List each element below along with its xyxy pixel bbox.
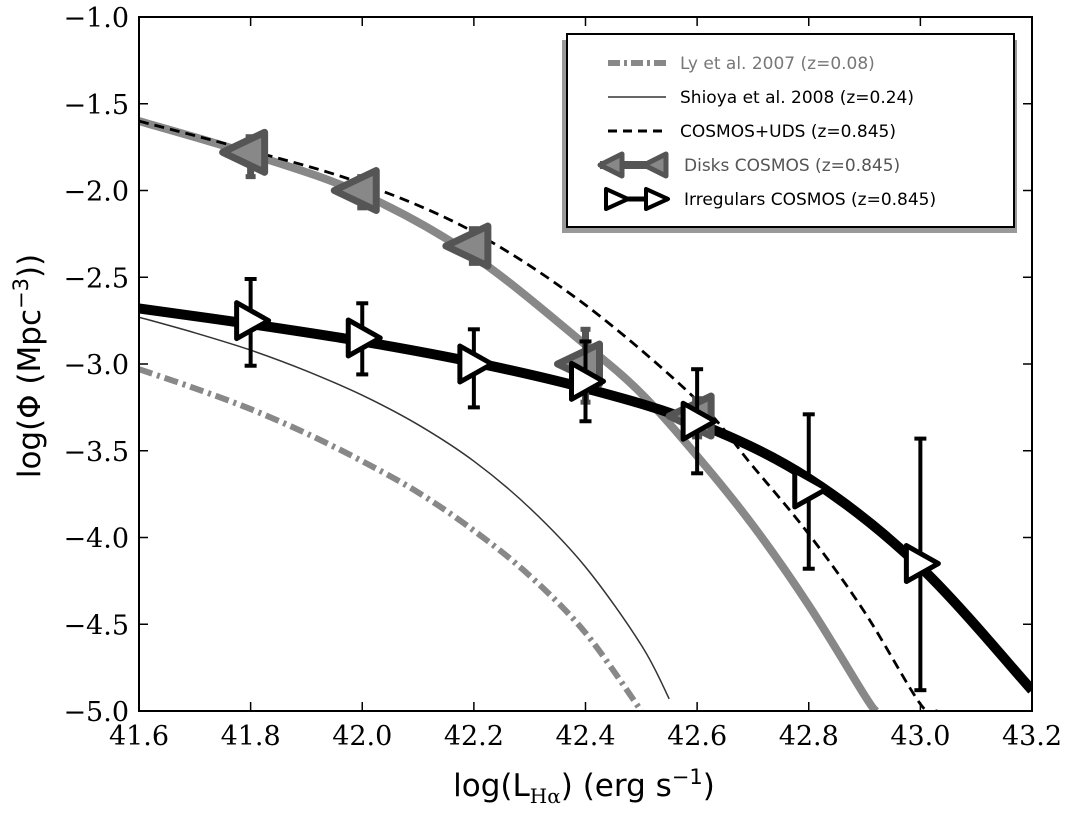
legend-swatch-irregulars-marker-left (604, 187, 630, 211)
curves-layer (139, 117, 1032, 711)
curve-cosmos-uds (139, 119, 938, 711)
disks-point (330, 167, 380, 214)
y-tick-label: −4.0 (63, 524, 129, 555)
y-axis-title-sup: −3 (9, 278, 33, 309)
y-tick-label: −2.5 (63, 263, 129, 294)
x-axis-title-end: ) (703, 768, 715, 804)
points-layer (219, 128, 941, 693)
irregulars-point (345, 317, 383, 359)
x-tick-label: 42.6 (667, 721, 727, 752)
irregulars-point (457, 343, 495, 385)
irregulars-point (903, 543, 941, 585)
curve-shioya2008 (139, 316, 670, 700)
y-tick-label: −2.0 (63, 177, 129, 208)
x-axis-title-sub: Hα (530, 784, 561, 808)
curve-irregulars-fit (139, 303, 1032, 694)
y-axis-title-prefix: log(Φ (Mpc (12, 309, 48, 478)
y-tick-label: −3.0 (63, 350, 129, 381)
irregulars-point (680, 400, 718, 442)
legend: Ly et al. 2007 (z=0.08) Shioya et al. 20… (562, 33, 1017, 233)
disks-point (219, 128, 269, 176)
x-tick-label: 43.2 (1002, 721, 1062, 752)
y-tick-label: −3.5 (63, 437, 129, 468)
x-tick-label: 42.4 (555, 721, 615, 752)
legend-swatch-irregulars-marker-right (644, 187, 670, 211)
x-axis-title-sup: −1 (672, 765, 703, 789)
legend-label-disks: Disks COSMOS (z=0.845) (684, 156, 900, 176)
x-tick-label: 43.0 (890, 721, 950, 752)
y-tick-label: −1.5 (63, 90, 129, 121)
y-tick-label: −4.5 (63, 610, 129, 641)
legend-label-cosmos-uds: COSMOS+UDS (z=0.845) (680, 122, 896, 142)
legend-swatch-disks-marker-right (641, 151, 669, 179)
x-tick-label: 42.2 (444, 721, 504, 752)
x-tick-label: 41.6 (109, 721, 169, 752)
disks-point (442, 222, 492, 270)
legend-label-ly2007: Ly et al. 2007 (z=0.08) (680, 54, 875, 74)
curve-ly2007 (139, 366, 644, 711)
legend-label-shioya2008: Shioya et al. 2008 (z=0.24) (680, 88, 914, 108)
legend-swatch-disks-marker-left (597, 151, 625, 179)
x-axis-title-prefix: log(L (453, 768, 530, 804)
y-axis-title: log(Φ (Mpc−3)) (9, 254, 48, 478)
x-axis-title-suffix: ) (erg s (561, 768, 672, 804)
x-tick-label: 42.8 (779, 721, 839, 752)
x-tick-label: 41.8 (221, 721, 281, 752)
y-tick-label: −1.0 (63, 3, 129, 34)
axes-layer: 41.6 41.8 42.0 42.2 42.4 42.6 42.8 43.0 43.2 −1.0… (63, 3, 1062, 752)
y-tick-label: −5.0 (63, 697, 129, 728)
y-axis-title-end: )) (12, 254, 48, 278)
x-tick-label: 42.0 (332, 721, 392, 752)
legend-label-irregulars: Irregulars COSMOS (z=0.845) (684, 190, 936, 210)
irregulars-point (792, 468, 830, 510)
irregulars-point (234, 300, 272, 342)
x-axis-title: log(LHα) (erg s−1) (453, 765, 715, 808)
irregulars-point (569, 360, 606, 402)
curve-disks-fit (139, 117, 879, 711)
